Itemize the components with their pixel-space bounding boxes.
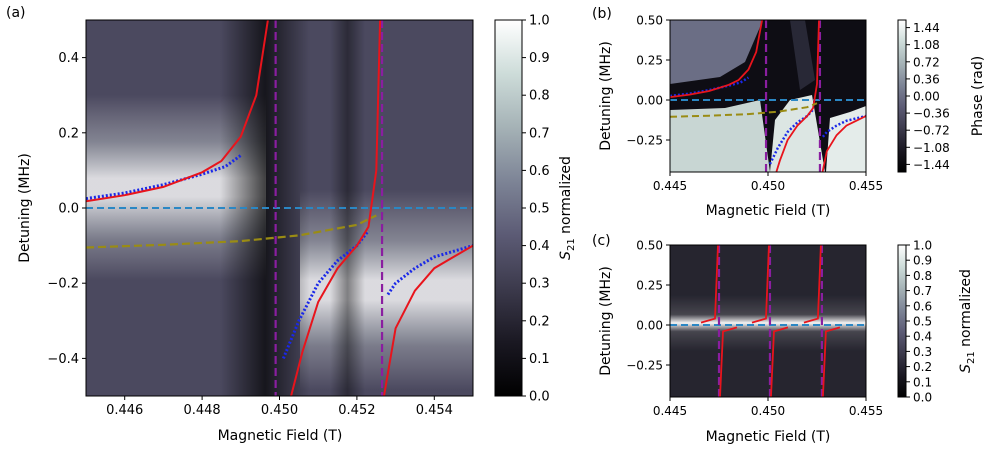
panel-a-xtick-label: 0.446 xyxy=(106,403,143,418)
colorbar-c-tick-label: 0.1 xyxy=(913,375,932,389)
panel-a-series-line xyxy=(386,244,473,296)
panel-a-series-line xyxy=(86,214,377,249)
panel-c-xtick-label: 0.445 xyxy=(653,404,687,418)
colorbar-a-tick-label: 0.9 xyxy=(529,51,550,66)
panel-a-series-line xyxy=(86,154,242,201)
panel-b-series-line xyxy=(821,115,866,172)
panel-b-xtick-label: 0.445 xyxy=(653,179,687,193)
panel-b-ytick-label: 0.50 xyxy=(636,14,663,28)
colorbar-c-tick-label: 0.8 xyxy=(913,269,932,283)
panel-a-series-line xyxy=(383,244,473,396)
panel-c-xlabel: Magnetic Field (T) xyxy=(706,429,831,445)
panel-a-xtick-label: 0.448 xyxy=(183,403,220,418)
colorbar-a-tick-label: 0.2 xyxy=(529,314,550,329)
panel-b-xtick-label: 0.455 xyxy=(849,179,883,193)
panel-b-ytick-label: 0.00 xyxy=(636,94,663,108)
panel-c-xtick-label: 0.450 xyxy=(751,404,785,418)
panel-c-series-line xyxy=(770,326,789,397)
panel-b-xtick-label: 0.450 xyxy=(751,179,785,193)
colorbar-c-tick-label: 0.2 xyxy=(913,360,932,374)
panel-a-series-line xyxy=(86,20,269,203)
panel-a-xlabel: Magnetic Field (T) xyxy=(218,428,343,444)
panel-a-xtick-label: 0.450 xyxy=(261,403,298,418)
panel-b-series-line xyxy=(821,114,866,138)
panel-a: (a) 0.446 0.448 0.450 0.452 0.454 0.4 0.2 0.0 −… xyxy=(6,5,577,444)
colorbar-b-label: Phase (rad) xyxy=(970,56,986,136)
panel-a-colorbar: 1.0 0.9 0.8 0.7 0.6 0.5 0.4 0.3 0.2 0.1 0.0 S21 no… xyxy=(494,14,577,405)
colorbar-a-tick-label: 0.3 xyxy=(529,277,550,292)
panel-b-colorbar: 1.44 1.08 0.72 0.36 0.00 −0.36 −0.72 −1.08 −1.44… xyxy=(897,19,986,173)
colorbar-b-tick-label: 1.44 xyxy=(913,21,940,35)
colorbar-c-tick-label: 0.4 xyxy=(913,330,932,344)
panel-a-ytick-label: 0.4 xyxy=(58,51,79,66)
panel-a-ytick-label: −0.4 xyxy=(47,352,79,367)
panel-c-ytick-label: 0.25 xyxy=(636,279,663,293)
colorbar-c-label: S21 normalized xyxy=(958,269,977,373)
panel-b-ytick-label: 0.25 xyxy=(636,54,663,68)
panel-c-ytick-label: 0.00 xyxy=(636,319,663,333)
panel-b: (b) 0.445 0.450 0.455 0.50 0.25 0.00 −0.25 Ma… xyxy=(592,6,986,219)
panel-a-xtick-label: 0.452 xyxy=(338,403,375,418)
panel-c-series-line xyxy=(751,245,770,324)
panel-b-ylabel: Detuning (MHz) xyxy=(598,41,614,151)
colorbar-a-tick-label: 0.5 xyxy=(529,202,550,217)
colorbar-b-tick-label: −0.36 xyxy=(913,107,950,121)
panel-a-ytick-label: −0.2 xyxy=(47,277,79,292)
panel-c-ylabel: Detuning (MHz) xyxy=(598,266,614,376)
colorbar-a-tick-label: 1.0 xyxy=(529,14,550,29)
panel-c-xtick-label: 0.455 xyxy=(849,404,883,418)
panel-c-series-line xyxy=(700,245,719,324)
colorbar-c-tick-label: 1.0 xyxy=(913,239,932,253)
panel-c-ytick-label: 0.50 xyxy=(636,239,663,253)
colorbar-c-tick-label: 0.7 xyxy=(913,284,932,298)
colorbar-c-tick-label: 0.6 xyxy=(913,299,932,313)
panel-a-xtick-label: 0.454 xyxy=(416,403,453,418)
colorbar-b-tick-label: 0.00 xyxy=(913,90,940,104)
colorbar-b-tick-label: −0.72 xyxy=(913,124,950,138)
panel-a-series-line xyxy=(290,20,382,396)
panel-c-series-line xyxy=(719,326,738,397)
colorbar-b-tick-label: 1.08 xyxy=(913,38,940,52)
colorbar-a xyxy=(494,19,523,397)
panel-a-ytick-label: 0.0 xyxy=(58,202,79,217)
panel-c-series-line xyxy=(803,245,822,324)
panel-b-series-line xyxy=(775,20,820,172)
panel-b-heatmap xyxy=(670,20,866,172)
panel-b-xlabel: Magnetic Field (T) xyxy=(706,203,831,219)
panel-c-series-line xyxy=(822,326,841,397)
colorbar-a-label: S21 normalized xyxy=(558,156,577,260)
colorbar-a-tick-label: 0.6 xyxy=(529,164,550,179)
colorbar-b-tick-label: −1.08 xyxy=(913,141,950,155)
colorbar-b-tick-label: 0.36 xyxy=(913,72,940,86)
colorbar-b-tick-label: −1.44 xyxy=(913,158,950,172)
panel-b-series-line xyxy=(670,20,763,98)
colorbar-b xyxy=(897,19,907,173)
panel-b-ytick-label: −0.25 xyxy=(626,134,663,148)
panel-c-colorbar: 1.00.90.80.70.6 0.50.40.30.20.1 0.0 S21 no… xyxy=(897,239,977,405)
colorbar-a-tick-label: 0.7 xyxy=(529,126,550,141)
panel-c-ytick-label: −0.25 xyxy=(626,359,663,373)
panel-a-ytick-label: 0.2 xyxy=(58,126,79,141)
colorbar-a-tick-label: 0.4 xyxy=(529,239,550,254)
colorbar-a-tick-label: 0.8 xyxy=(529,89,550,104)
colorbar-c-tick-label: 0.9 xyxy=(913,254,932,268)
panel-c-label: (c) xyxy=(592,233,611,249)
colorbar-c xyxy=(897,244,907,398)
panel-a-ylabel: Detuning (MHz) xyxy=(17,153,33,263)
colorbar-c-tick-label: 0.0 xyxy=(913,391,932,405)
colorbar-b-tick-label: 0.72 xyxy=(913,55,940,69)
panel-a-label: (a) xyxy=(6,5,26,21)
colorbar-c-tick-label: 0.5 xyxy=(913,315,932,329)
colorbar-a-tick-label: 0.1 xyxy=(529,352,550,367)
panel-c: (c) 0.445 0.450 0.455 0.50 0.25 0.00 −0.25 Ma… xyxy=(592,233,977,445)
colorbar-c-tick-label: 0.3 xyxy=(913,345,932,359)
panel-b-label: (b) xyxy=(592,6,612,22)
panel-c-heatmap xyxy=(670,245,866,397)
panel-a-heatmap xyxy=(86,20,473,396)
colorbar-a-tick-label: 0.0 xyxy=(529,390,550,405)
panel-b-series-line xyxy=(670,102,818,118)
